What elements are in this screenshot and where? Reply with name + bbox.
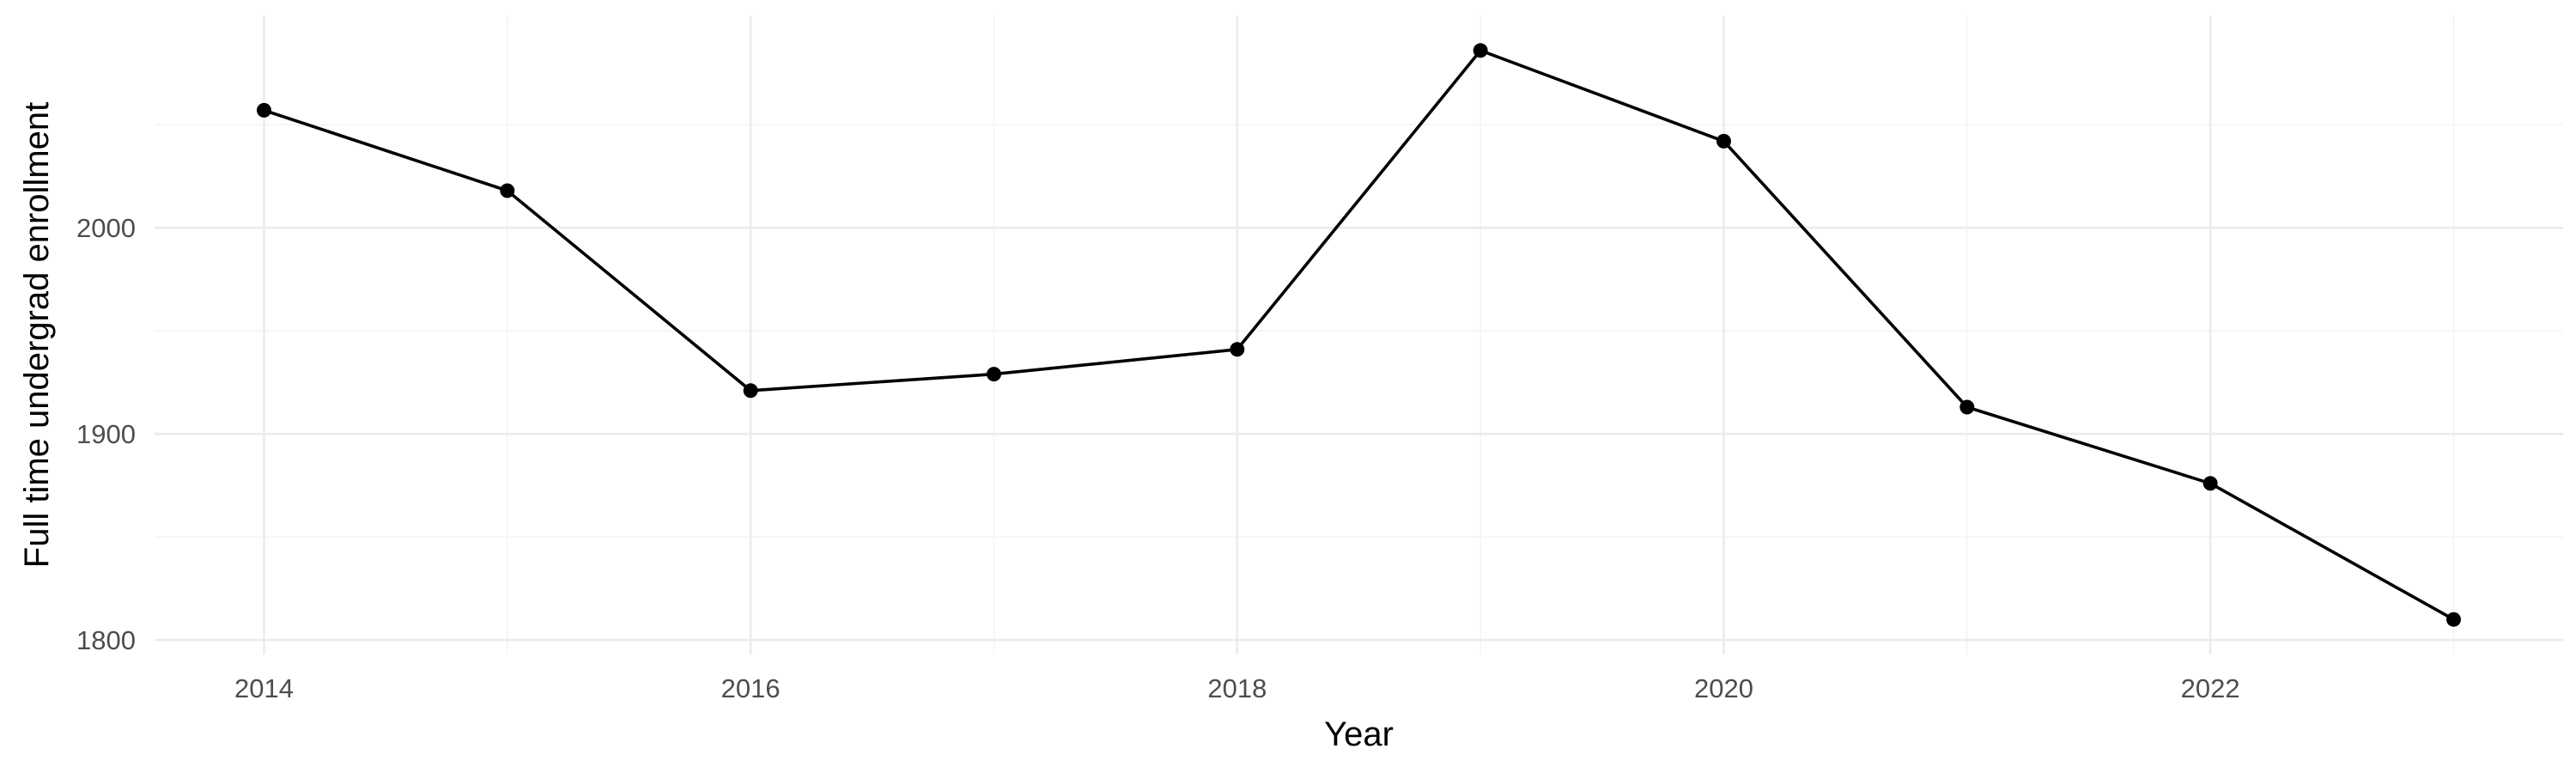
data-point (743, 383, 758, 399)
data-point (2446, 612, 2461, 627)
x-tick-label: 2014 (234, 673, 294, 703)
x-tick-label: 2016 (721, 673, 781, 703)
data-series (257, 43, 2461, 627)
data-point (1959, 399, 1975, 415)
data-point (1716, 133, 1731, 149)
data-point (987, 367, 1001, 382)
y-tick-label: 1800 (76, 625, 136, 655)
x-axis-title: Year (1324, 715, 1394, 753)
x-tick-label: 2022 (2181, 673, 2240, 703)
series-line (263, 48, 2455, 621)
data-point (500, 183, 515, 198)
x-axis-tick-labels: 2014 2016 2018 2020 2022 (234, 673, 2240, 703)
data-point (257, 102, 271, 118)
minor-gridlines (155, 15, 2563, 654)
major-gridlines (155, 15, 2563, 654)
y-tick-label: 2000 (76, 213, 136, 243)
data-point (1230, 342, 1245, 357)
y-tick-label: 1900 (76, 419, 136, 449)
y-axis-title: Full time undergrad enrollment (18, 102, 56, 568)
data-point (2202, 476, 2218, 491)
y-axis-tick-labels: 1800 1900 2000 (76, 213, 136, 655)
data-point (1473, 43, 1488, 58)
x-tick-label: 2018 (1207, 673, 1267, 703)
x-tick-label: 2020 (1694, 673, 1753, 703)
